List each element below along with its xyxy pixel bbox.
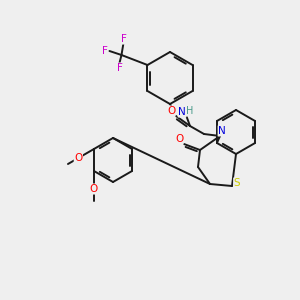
Text: O: O xyxy=(74,153,82,163)
Text: N: N xyxy=(178,107,186,117)
Text: H: H xyxy=(186,106,194,116)
Text: F: F xyxy=(116,63,122,73)
Text: F: F xyxy=(121,34,126,44)
Text: F: F xyxy=(101,46,107,56)
Text: O: O xyxy=(167,106,175,116)
Text: S: S xyxy=(234,178,240,188)
Text: N: N xyxy=(218,126,226,136)
Text: O: O xyxy=(90,184,98,194)
Text: O: O xyxy=(175,134,183,144)
